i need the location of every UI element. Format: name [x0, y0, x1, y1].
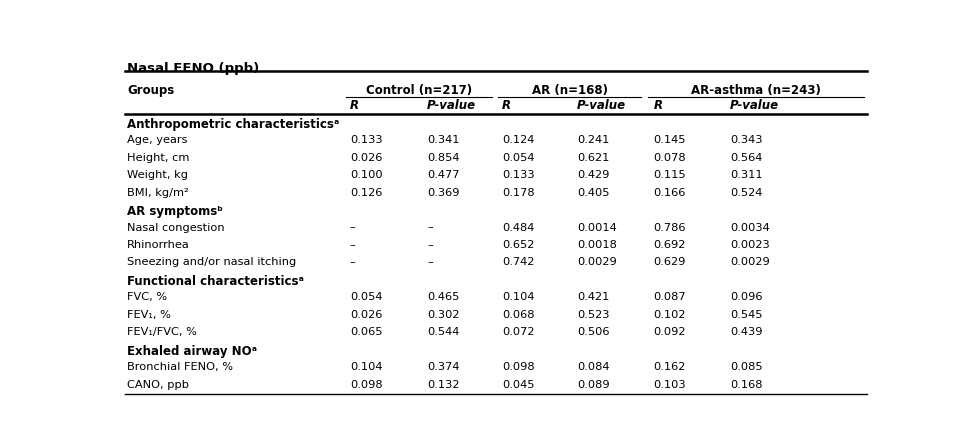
Text: FVC, %: FVC, %: [127, 292, 167, 302]
Text: 0.786: 0.786: [653, 222, 686, 233]
Text: P-value: P-value: [730, 99, 779, 112]
Text: 0.084: 0.084: [577, 362, 610, 372]
Text: Nasal FENO (ppb): Nasal FENO (ppb): [127, 62, 259, 75]
Text: 0.545: 0.545: [730, 310, 763, 320]
Text: CANO, ppb: CANO, ppb: [127, 380, 189, 389]
Text: 0.524: 0.524: [730, 188, 763, 198]
Text: 0.0014: 0.0014: [577, 222, 617, 233]
Text: 0.132: 0.132: [427, 380, 460, 389]
Text: 0.439: 0.439: [730, 327, 763, 337]
Text: 0.343: 0.343: [730, 135, 763, 145]
Text: 0.0018: 0.0018: [577, 240, 617, 250]
Text: Functional characteristicsᵃ: Functional characteristicsᵃ: [127, 275, 304, 288]
Text: 0.0029: 0.0029: [730, 258, 770, 267]
Text: 0.405: 0.405: [577, 188, 610, 198]
Text: R: R: [653, 99, 663, 112]
Text: 0.078: 0.078: [653, 153, 686, 163]
Text: 0.311: 0.311: [730, 170, 763, 180]
Text: 0.178: 0.178: [502, 188, 534, 198]
Text: 0.429: 0.429: [577, 170, 610, 180]
Text: 0.652: 0.652: [502, 240, 534, 250]
Text: 0.098: 0.098: [502, 362, 534, 372]
Text: 0.102: 0.102: [653, 310, 686, 320]
Text: 0.854: 0.854: [427, 153, 460, 163]
Text: 0.054: 0.054: [502, 153, 534, 163]
Text: 0.692: 0.692: [653, 240, 686, 250]
Text: 0.629: 0.629: [653, 258, 686, 267]
Text: 0.065: 0.065: [349, 327, 382, 337]
Text: 0.045: 0.045: [502, 380, 534, 389]
Text: 0.742: 0.742: [502, 258, 534, 267]
Text: R: R: [502, 99, 511, 112]
Text: 0.126: 0.126: [349, 188, 382, 198]
Text: 0.026: 0.026: [349, 310, 382, 320]
Text: 0.374: 0.374: [427, 362, 460, 372]
Text: BMI, kg/m²: BMI, kg/m²: [127, 188, 189, 198]
Text: 0.0029: 0.0029: [577, 258, 617, 267]
Text: 0.133: 0.133: [349, 135, 382, 145]
Text: 0.098: 0.098: [349, 380, 382, 389]
Text: 0.096: 0.096: [730, 292, 763, 302]
Text: 0.103: 0.103: [653, 380, 686, 389]
Text: AR symptomsᵇ: AR symptomsᵇ: [127, 205, 223, 218]
Text: Sneezing and/or nasal itching: Sneezing and/or nasal itching: [127, 258, 296, 267]
Text: 0.087: 0.087: [653, 292, 686, 302]
Text: 0.166: 0.166: [653, 188, 686, 198]
Text: Nasal congestion: Nasal congestion: [127, 222, 225, 233]
Text: 0.133: 0.133: [502, 170, 534, 180]
Text: FEV₁/FVC, %: FEV₁/FVC, %: [127, 327, 197, 337]
Text: Control (n=217): Control (n=217): [366, 84, 472, 97]
Text: 0.421: 0.421: [577, 292, 610, 302]
Text: 0.477: 0.477: [427, 170, 460, 180]
Text: –: –: [427, 222, 433, 233]
Text: 0.484: 0.484: [502, 222, 534, 233]
Text: 0.341: 0.341: [427, 135, 460, 145]
Text: 0.124: 0.124: [502, 135, 534, 145]
Text: 0.0023: 0.0023: [730, 240, 770, 250]
Text: 0.241: 0.241: [577, 135, 610, 145]
Text: Bronchial FENO, %: Bronchial FENO, %: [127, 362, 233, 372]
Text: 0.100: 0.100: [349, 170, 382, 180]
Text: 0.168: 0.168: [730, 380, 763, 389]
Text: R: R: [349, 99, 359, 112]
Text: 0.564: 0.564: [730, 153, 763, 163]
Text: 0.026: 0.026: [349, 153, 382, 163]
Text: 0.0034: 0.0034: [730, 222, 770, 233]
Text: 0.369: 0.369: [427, 188, 460, 198]
Text: Anthropometric characteristicsᵃ: Anthropometric characteristicsᵃ: [127, 118, 339, 131]
Text: –: –: [349, 258, 355, 267]
Text: Weight, kg: Weight, kg: [127, 170, 188, 180]
Text: –: –: [427, 240, 433, 250]
Text: P-value: P-value: [577, 99, 626, 112]
Text: 0.089: 0.089: [577, 380, 610, 389]
Text: –: –: [427, 258, 433, 267]
Text: Exhaled airway NOᵃ: Exhaled airway NOᵃ: [127, 345, 257, 357]
Text: 0.162: 0.162: [653, 362, 686, 372]
Text: 0.506: 0.506: [577, 327, 610, 337]
Text: –: –: [349, 222, 355, 233]
Text: Age, years: Age, years: [127, 135, 188, 145]
Text: 0.068: 0.068: [502, 310, 534, 320]
Text: 0.302: 0.302: [427, 310, 460, 320]
Text: 0.072: 0.072: [502, 327, 534, 337]
Text: 0.115: 0.115: [653, 170, 686, 180]
Text: 0.054: 0.054: [349, 292, 382, 302]
Text: 0.523: 0.523: [577, 310, 610, 320]
Text: 0.104: 0.104: [502, 292, 534, 302]
Text: 0.621: 0.621: [577, 153, 610, 163]
Text: –: –: [349, 240, 355, 250]
Text: 0.145: 0.145: [653, 135, 686, 145]
Text: FEV₁, %: FEV₁, %: [127, 310, 171, 320]
Text: 0.085: 0.085: [730, 362, 763, 372]
Text: Groups: Groups: [127, 84, 174, 97]
Text: 0.544: 0.544: [427, 327, 460, 337]
Text: AR-asthma (n=243): AR-asthma (n=243): [691, 84, 821, 97]
Text: 0.465: 0.465: [427, 292, 460, 302]
Text: AR (n=168): AR (n=168): [531, 84, 608, 97]
Text: 0.092: 0.092: [653, 327, 686, 337]
Text: Height, cm: Height, cm: [127, 153, 190, 163]
Text: Rhinorrhea: Rhinorrhea: [127, 240, 190, 250]
Text: 0.104: 0.104: [349, 362, 382, 372]
Text: P-value: P-value: [427, 99, 476, 112]
